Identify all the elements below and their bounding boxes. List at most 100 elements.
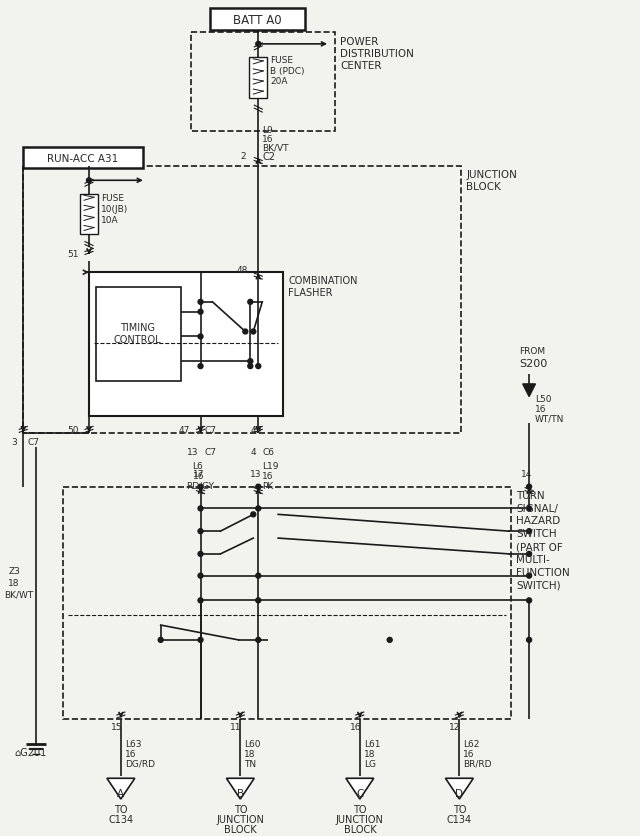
- Text: 51: 51: [67, 250, 79, 259]
- Text: 16: 16: [193, 472, 204, 481]
- Text: TURN: TURN: [516, 490, 545, 500]
- Circle shape: [248, 364, 253, 370]
- Text: FUSE: FUSE: [101, 194, 124, 203]
- Text: C134: C134: [447, 814, 472, 823]
- Circle shape: [243, 329, 248, 334]
- Text: RD/GY: RD/GY: [187, 482, 214, 490]
- Text: JUNCTION: JUNCTION: [336, 814, 384, 823]
- Text: C134: C134: [108, 814, 133, 823]
- Text: 2: 2: [241, 151, 246, 161]
- Circle shape: [527, 552, 532, 557]
- Text: B: B: [237, 788, 244, 798]
- Text: 17: 17: [193, 469, 204, 478]
- Text: 15: 15: [111, 722, 122, 731]
- Text: 16: 16: [350, 722, 362, 731]
- Circle shape: [256, 599, 260, 603]
- Text: DG/RD: DG/RD: [125, 758, 155, 767]
- Text: TO: TO: [234, 804, 247, 814]
- Text: 16: 16: [535, 404, 547, 413]
- Text: C7: C7: [205, 426, 216, 435]
- Bar: [96, 288, 180, 381]
- Circle shape: [256, 485, 260, 490]
- Circle shape: [527, 507, 532, 512]
- Text: S200: S200: [519, 359, 547, 369]
- Circle shape: [527, 529, 532, 534]
- Text: 18: 18: [244, 749, 256, 757]
- Circle shape: [527, 573, 532, 579]
- Circle shape: [198, 638, 203, 643]
- Text: WT/TN: WT/TN: [535, 414, 564, 423]
- Polygon shape: [107, 778, 135, 799]
- Bar: [23, 167, 461, 434]
- Circle shape: [256, 364, 260, 370]
- Circle shape: [248, 300, 253, 305]
- Circle shape: [198, 300, 203, 305]
- Circle shape: [198, 552, 203, 557]
- Text: C7: C7: [205, 447, 216, 456]
- Text: L61: L61: [364, 739, 380, 748]
- Text: BLOCK: BLOCK: [344, 823, 376, 833]
- Bar: [23, 147, 143, 169]
- Text: L50: L50: [535, 395, 552, 403]
- Circle shape: [86, 179, 92, 184]
- Text: 20A: 20A: [270, 78, 288, 86]
- Circle shape: [198, 573, 203, 579]
- Text: L63: L63: [125, 739, 141, 748]
- Text: TO: TO: [452, 804, 466, 814]
- Text: L60: L60: [244, 739, 261, 748]
- Text: ⌂G201: ⌂G201: [14, 747, 47, 757]
- Text: 4: 4: [250, 447, 256, 456]
- Circle shape: [198, 310, 203, 315]
- Text: 50: 50: [67, 426, 79, 435]
- Polygon shape: [523, 385, 536, 397]
- Circle shape: [527, 599, 532, 603]
- Text: 47: 47: [179, 426, 190, 435]
- Polygon shape: [227, 778, 254, 799]
- Text: 14: 14: [521, 469, 532, 478]
- Circle shape: [527, 485, 532, 490]
- Text: D: D: [456, 788, 463, 798]
- Circle shape: [256, 507, 260, 512]
- Circle shape: [198, 364, 203, 370]
- Text: 18: 18: [8, 578, 20, 587]
- Polygon shape: [346, 778, 374, 799]
- Text: 49: 49: [250, 426, 262, 435]
- Text: FUSE: FUSE: [270, 56, 293, 64]
- Text: FLASHER: FLASHER: [288, 288, 333, 298]
- Text: 10A: 10A: [101, 216, 118, 225]
- Text: SWITCH): SWITCH): [516, 580, 561, 590]
- Text: C7: C7: [28, 438, 39, 446]
- Text: 10(JB): 10(JB): [101, 205, 128, 214]
- Bar: [63, 487, 511, 719]
- Circle shape: [251, 512, 256, 517]
- Text: BATT A0: BATT A0: [233, 13, 282, 27]
- Circle shape: [387, 638, 392, 643]
- Text: SWITCH: SWITCH: [516, 528, 557, 538]
- Bar: [211, 9, 305, 31]
- Text: DISTRIBUTION: DISTRIBUTION: [340, 48, 414, 59]
- Text: PK: PK: [262, 482, 273, 490]
- Text: POWER: POWER: [340, 37, 378, 47]
- Bar: [250, 59, 268, 99]
- Text: 48: 48: [236, 266, 248, 275]
- Circle shape: [248, 359, 253, 364]
- Bar: [80, 195, 98, 235]
- Text: 11: 11: [230, 722, 242, 731]
- Text: JUNCTION: JUNCTION: [467, 171, 517, 181]
- Text: BR/RD: BR/RD: [463, 758, 492, 767]
- Text: RUN-ACC A31: RUN-ACC A31: [47, 153, 118, 163]
- Circle shape: [256, 638, 260, 643]
- Text: 16: 16: [125, 749, 136, 757]
- Circle shape: [198, 599, 203, 603]
- Text: B (PDC): B (PDC): [270, 67, 305, 75]
- Text: SIGNAL/: SIGNAL/: [516, 503, 558, 513]
- Text: FROM: FROM: [519, 347, 545, 356]
- Text: MULTI-: MULTI-: [516, 554, 550, 564]
- Text: 16: 16: [262, 135, 274, 144]
- Text: L19: L19: [262, 461, 279, 471]
- Text: COMBINATION: COMBINATION: [288, 276, 358, 286]
- Text: BLOCK: BLOCK: [467, 182, 501, 192]
- Text: C2: C2: [262, 151, 275, 161]
- Text: 13: 13: [250, 469, 262, 478]
- Text: TIMING: TIMING: [120, 322, 156, 332]
